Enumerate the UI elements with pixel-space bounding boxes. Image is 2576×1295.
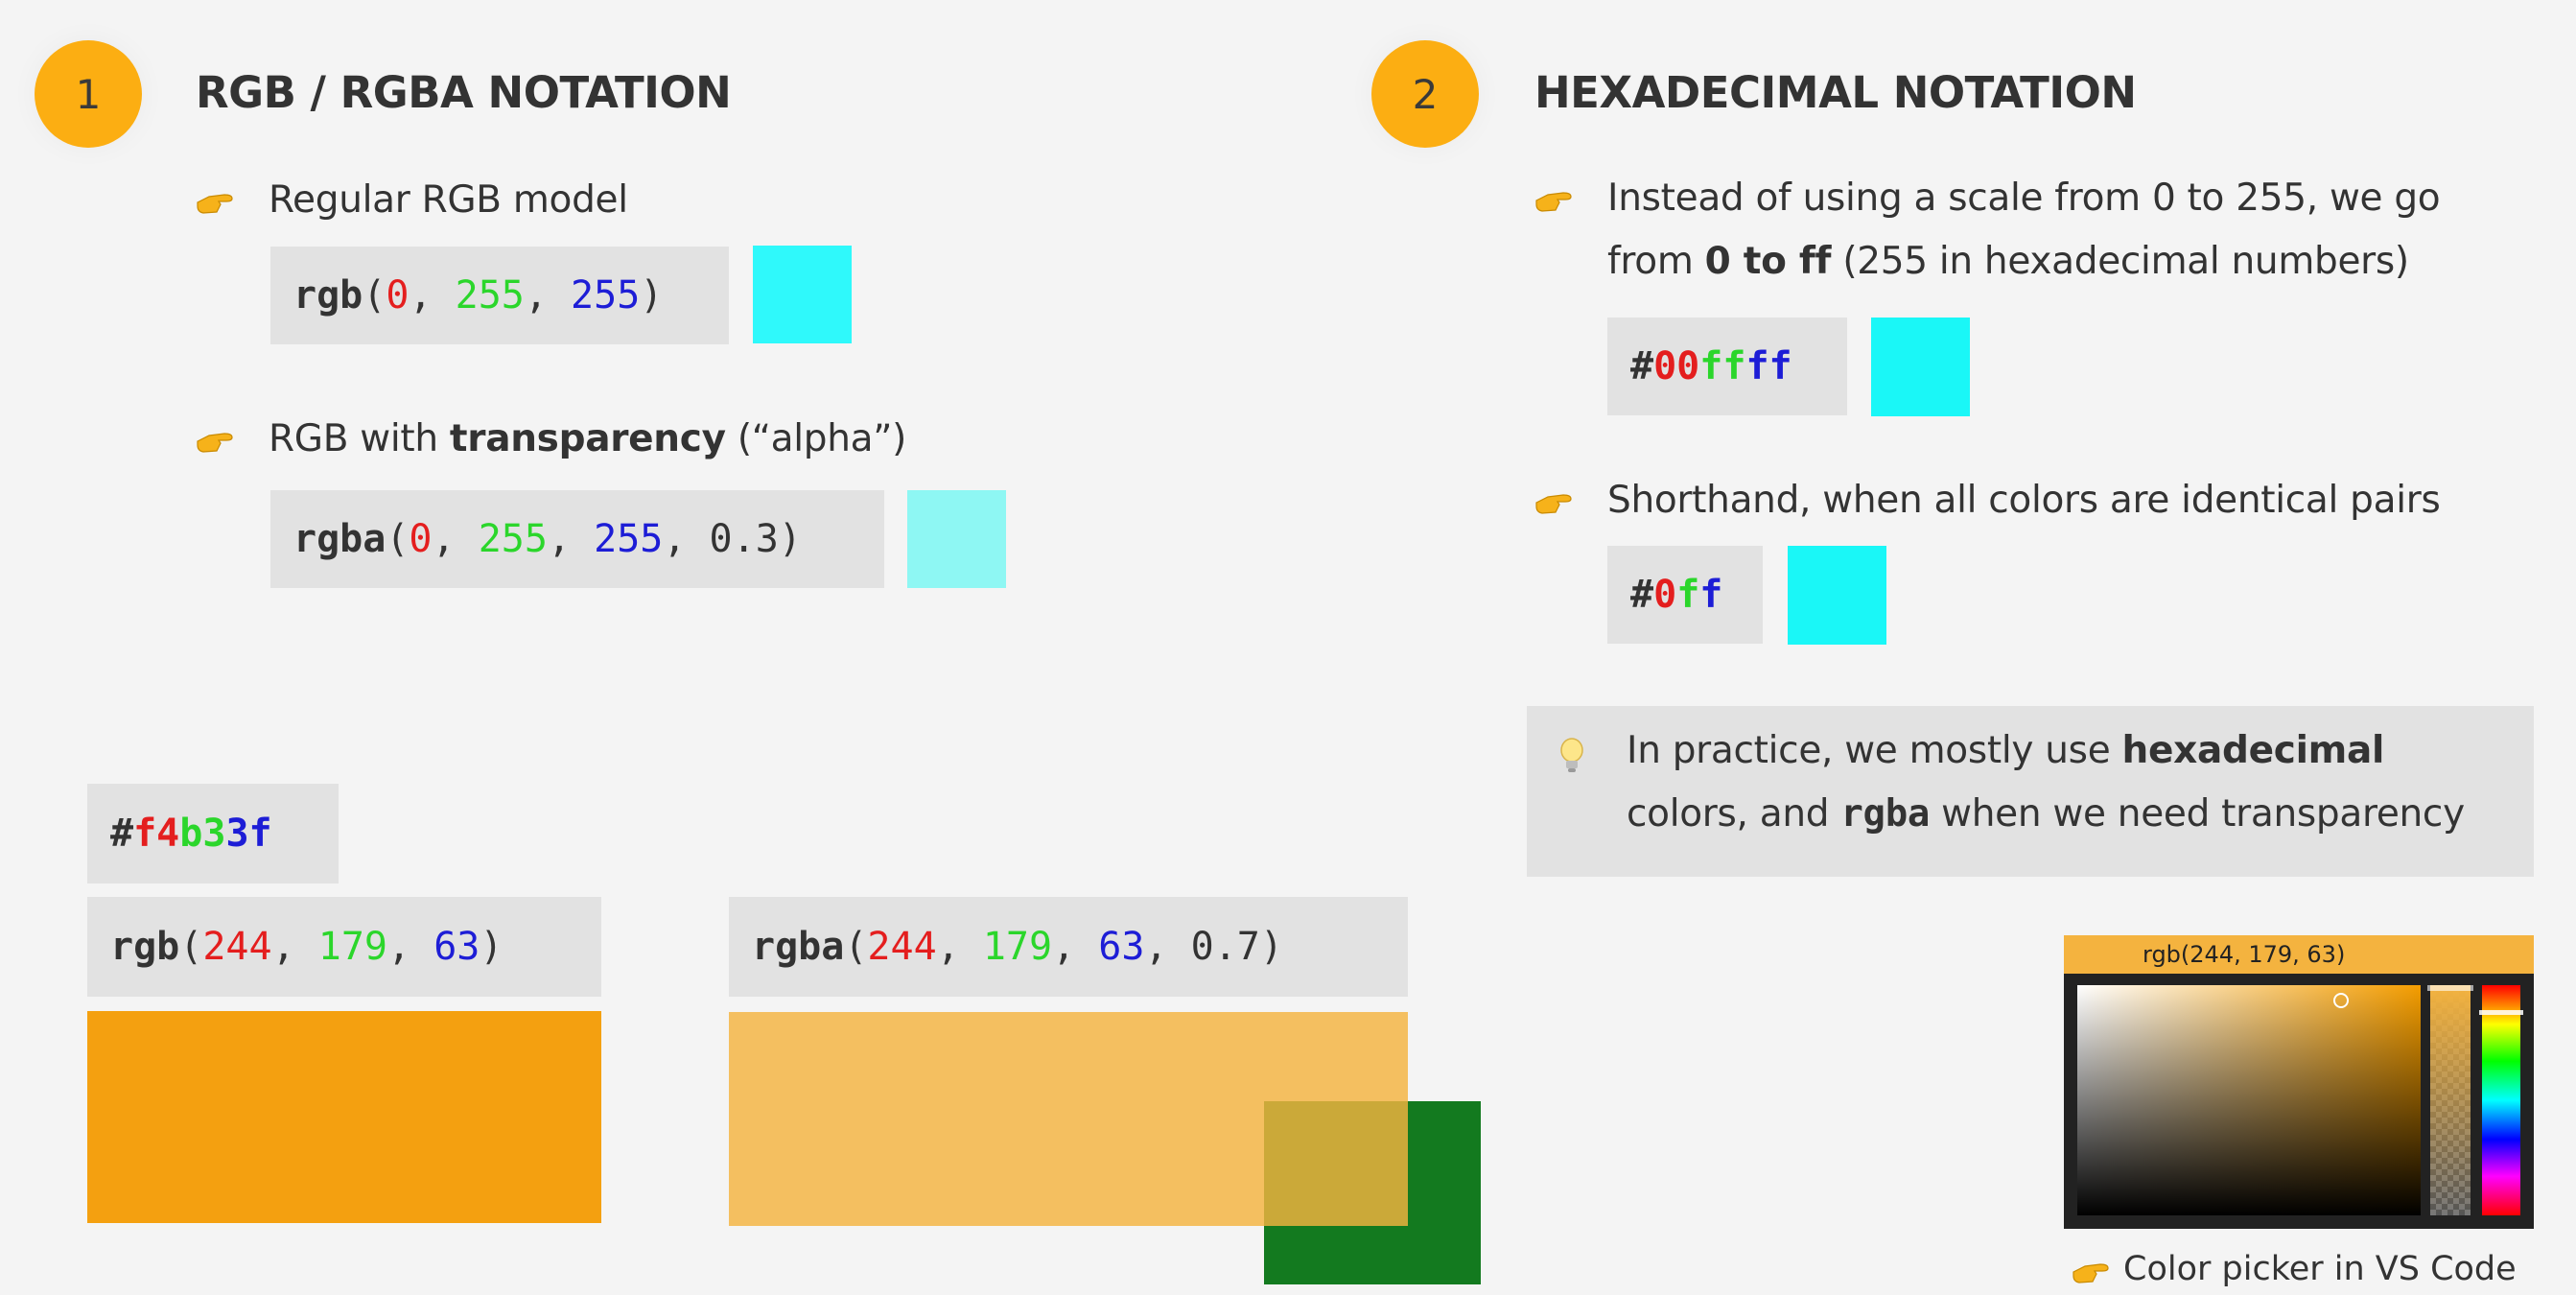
section-number: 1 — [75, 70, 102, 118]
color-picker-header: rgb(244, 179, 63) — [2064, 935, 2534, 974]
bullet-hex-scale-line1: Instead of using a scale from 0 to 255, … — [1607, 177, 2441, 220]
saturation-handle[interactable] — [2333, 993, 2349, 1008]
code-rgba-orange: rgba(244, 179, 63, 0.7) — [729, 897, 1408, 997]
code-hex-cyan: #00 ff ff — [1607, 318, 1847, 415]
lightbulb-icon — [1560, 738, 1583, 772]
tip-box: In practice, we mostly use hexadecimal c… — [1527, 706, 2534, 877]
section-number: 2 — [1412, 70, 1439, 118]
color-picker-caption: Color picker in VS Code — [2123, 1250, 2517, 1288]
swatch-cyan-transparent — [907, 490, 1006, 588]
section-number-badge: 2 — [1371, 40, 1479, 148]
saturation-area[interactable] — [2077, 985, 2421, 1215]
pointing-hand-icon — [2073, 1263, 2109, 1283]
swatch-cyan — [753, 246, 852, 343]
hue-slider-handle[interactable] — [2479, 1010, 2523, 1015]
bullet-hex-scale-line2: from 0 to ff (255 in hexadecimal numbers… — [1607, 240, 2409, 283]
alpha-slider[interactable] — [2427, 985, 2473, 1215]
code-rgb-cyan: rgb(0, 255, 255) — [270, 247, 729, 344]
bullet-rgb-transparency: RGB with transparency (“alpha”) — [269, 417, 907, 460]
swatch-shorthand-cyan — [1788, 546, 1886, 645]
hue-slider[interactable] — [2479, 985, 2523, 1215]
swatch-orange-transparent — [729, 1012, 1408, 1226]
swatch-hex-cyan — [1871, 318, 1970, 416]
swatch-orange-solid — [87, 1011, 601, 1223]
pointing-hand-icon — [1535, 192, 1572, 212]
vscode-color-picker[interactable]: rgb(244, 179, 63) — [2064, 935, 2534, 1229]
section-title: RGB / RGBA NOTATION — [196, 67, 732, 118]
code-rgb-orange: rgb(244, 179, 63) — [87, 897, 601, 997]
bullet-regular-rgb: Regular RGB model — [269, 178, 628, 222]
code-hex-shorthand: #0 f f — [1607, 546, 1763, 644]
pointing-hand-icon — [197, 433, 233, 453]
section-title: HEXADECIMAL NOTATION — [1534, 67, 2137, 118]
tip-line-2: colors, and rgba when we need transparen… — [1627, 792, 2465, 836]
pointing-hand-icon — [197, 194, 233, 214]
bullet-shorthand: Shorthand, when all colors are identical… — [1607, 479, 2441, 522]
tip-line-1: In practice, we mostly use hexadecimal — [1627, 729, 2385, 772]
code-rgba-cyan: rgba(0, 255, 255, 0.3) — [270, 490, 884, 588]
code-hex-orange: # f4 b3 3f — [87, 784, 339, 883]
pointing-hand-icon — [1535, 494, 1572, 514]
alpha-slider-handle[interactable] — [2427, 985, 2473, 991]
section-number-badge: 1 — [35, 40, 142, 148]
